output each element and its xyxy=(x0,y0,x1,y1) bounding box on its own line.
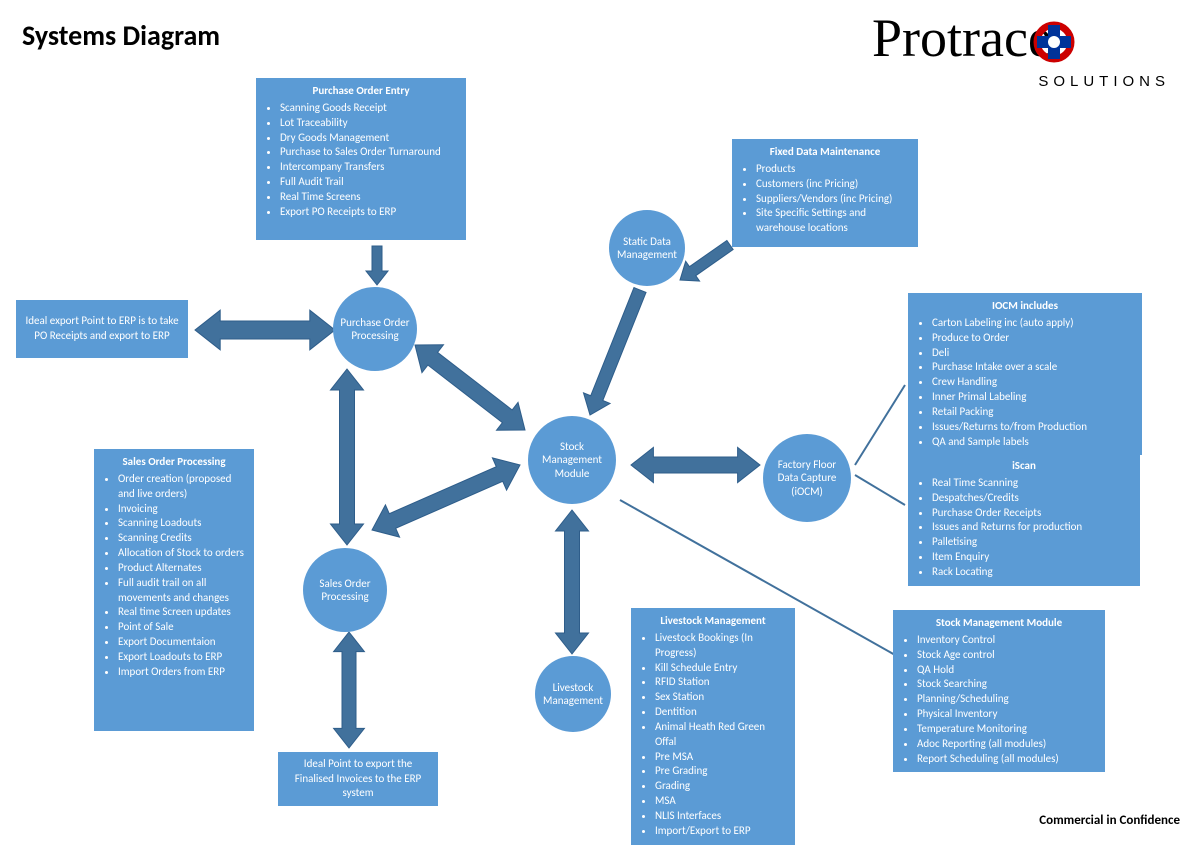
node-stock-management: Stock Management Module xyxy=(528,416,616,504)
list-item: Real time Screen updates xyxy=(118,605,246,620)
list-item: Pre MSA xyxy=(655,750,787,765)
list-item: QA Hold xyxy=(917,663,1097,678)
list-item: Palletising xyxy=(932,535,1132,550)
list-item: Real Time Screens xyxy=(280,190,458,205)
list-item: Animal Heath Red Green Offal xyxy=(655,720,787,750)
list-item: Real Time Scanning xyxy=(932,476,1132,491)
list-item: Purchase Order Receipts xyxy=(932,506,1132,521)
list-item: Produce to Order xyxy=(932,331,1134,346)
box-title: Stock Management Module xyxy=(901,616,1097,631)
list-item: Scanning Goods Receipt xyxy=(280,101,458,116)
list-item: MSA xyxy=(655,794,787,809)
box-title: Livestock Management xyxy=(639,614,787,629)
list-item: Purchase to Sales Order Turnaround xyxy=(280,145,458,160)
list-item: Report Scheduling (all modules) xyxy=(917,752,1097,767)
list-item: Product Alternates xyxy=(118,561,246,576)
list-item: QA and Sample labels xyxy=(932,435,1134,450)
list-item: Site Specific Settings and warehouse loc… xyxy=(756,206,910,236)
list-item: Allocation of Stock to orders xyxy=(118,546,246,561)
list-item: Products xyxy=(756,162,910,177)
list-item: Customers (inc Pricing) xyxy=(756,177,910,192)
box-stock-management-module: Stock Management Module Inventory Control… xyxy=(893,610,1105,772)
list-item: Export PO Receipts to ERP xyxy=(280,205,458,220)
list-item: Stock Searching xyxy=(917,677,1097,692)
box-livestock: Livestock Management Livestock Bookings (… xyxy=(631,608,795,845)
list-item: Scanning Loadouts xyxy=(118,516,246,531)
box-sales-order-processing: Sales Order Processing Order creation (pr… xyxy=(94,449,254,731)
list-item: Stock Age control xyxy=(917,648,1097,663)
box-title: iScan xyxy=(916,459,1132,474)
page-title: Systems Diagram xyxy=(22,18,220,53)
list-item: Issues/Returns to/from Production xyxy=(932,420,1134,435)
logo-sub: SOLUTIONS xyxy=(1038,73,1170,90)
box-erp-export: Ideal export Point to ERP is to take PO … xyxy=(16,300,188,358)
list-item: Sex Station xyxy=(655,690,787,705)
list-item: Item Enquiry xyxy=(932,550,1132,565)
list-item: Lot Traceability xyxy=(280,116,458,131)
list-item: Pre Grading xyxy=(655,764,787,779)
box-iocm-includes: IOCM includes Carton Labeling inc (auto a… xyxy=(908,293,1142,455)
list-item: Planning/Scheduling xyxy=(917,692,1097,707)
list-item: Grading xyxy=(655,779,787,794)
list-item: Dry Goods Management xyxy=(280,131,458,146)
box-title: Purchase Order Entry xyxy=(264,84,458,99)
list-item: NLIS Interfaces xyxy=(655,809,787,824)
box-iscan: iScan Real Time ScanningDespatches/Credit… xyxy=(908,453,1140,586)
list-item: Retail Packing xyxy=(932,405,1134,420)
list-item: Livestock Bookings (In Progress) xyxy=(655,631,787,661)
list-item: Import Orders from ERP xyxy=(118,665,246,680)
list-item: Export Documentaion xyxy=(118,635,246,650)
node-sales-order: Sales Order Processing xyxy=(303,548,387,632)
box-fixed-data: Fixed Data Maintenance ProductsCustomers … xyxy=(732,139,918,247)
footer-text: Commercial in Confidence xyxy=(1039,813,1180,828)
list-item: Inner Primal Labeling xyxy=(932,390,1134,405)
list-item: Deli xyxy=(932,346,1134,361)
node-livestock: Livestock Management xyxy=(535,656,611,732)
list-item: Inventory Control xyxy=(917,633,1097,648)
list-item: Order creation (proposed and live orders… xyxy=(118,472,246,502)
node-purchase-order: Purchase Order Processing xyxy=(333,287,417,371)
list-item: Full Audit Trail xyxy=(280,175,458,190)
box-purchase-order-entry: Purchase Order Entry Scanning Goods Recei… xyxy=(256,78,466,240)
list-item: Adoc Reporting (all modules) xyxy=(917,737,1097,752)
list-item: Kill Schedule Entry xyxy=(655,661,787,676)
list-item: Intercompany Transfers xyxy=(280,160,458,175)
list-item: Export Loadouts to ERP xyxy=(118,650,246,665)
list-item: Suppliers/Vendors (inc Pricing) xyxy=(756,192,910,207)
list-item: Point of Sale xyxy=(118,620,246,635)
list-item: Despatches/Credits xyxy=(932,491,1132,506)
list-item: Full audit trail on all movements and ch… xyxy=(118,576,246,606)
list-item: Import/Export to ERP xyxy=(655,824,787,839)
list-item: Carton Labeling inc (auto apply) xyxy=(932,316,1134,331)
box-title: IOCM includes xyxy=(916,299,1134,314)
list-item: Temperature Monitoring xyxy=(917,722,1097,737)
logo-main: Protrace xyxy=(872,8,1052,68)
list-item: Physical Inventory xyxy=(917,707,1097,722)
box-title: Fixed Data Maintenance xyxy=(740,145,910,160)
node-static-data: Static Data Management xyxy=(609,210,685,286)
list-item: RFID Station xyxy=(655,675,787,690)
box-erp-invoices: Ideal Point to export the Finalised Invo… xyxy=(278,752,438,806)
list-item: Dentition xyxy=(655,705,787,720)
list-item: Rack Locating xyxy=(932,565,1132,580)
list-item: Purchase Intake over a scale xyxy=(932,360,1134,375)
list-item: Scanning Credits xyxy=(118,531,246,546)
list-item: Crew Handling xyxy=(932,375,1134,390)
node-iocm: Factory Floor Data Capture (iOCM) xyxy=(763,434,851,522)
list-item: Invoicing xyxy=(118,502,246,517)
list-item: Issues and Returns for production xyxy=(932,520,1132,535)
box-title: Sales Order Processing xyxy=(102,455,246,470)
brand-logo: Protrace SOLUTIONS xyxy=(872,6,1172,103)
